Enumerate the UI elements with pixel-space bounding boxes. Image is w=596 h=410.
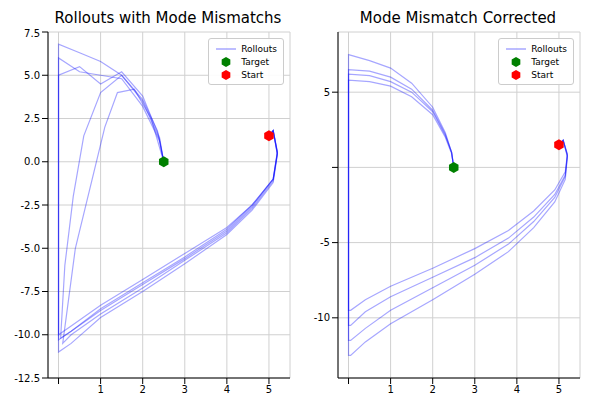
svg-text:5: 5 <box>266 384 272 395</box>
svg-text:2.5: 2.5 <box>24 113 40 124</box>
svg-text:1: 1 <box>387 384 393 395</box>
html-text:Start: Start <box>241 69 264 80</box>
svg-text:3: 3 <box>182 384 188 395</box>
svg-text:2: 2 <box>430 384 436 395</box>
html-text:Start: Start <box>531 69 554 80</box>
svg-text:-2.5: -2.5 <box>20 200 40 211</box>
svg-text:-5: -5 <box>320 237 330 248</box>
svg-text:1: 1 <box>97 384 103 395</box>
html-text:Target: Target <box>241 56 269 67</box>
html-text:Rollouts: Rollouts <box>241 43 277 54</box>
svg-text:-7.5: -7.5 <box>20 286 40 297</box>
svg-text:7.5: 7.5 <box>24 28 40 39</box>
svg-text:4: 4 <box>514 384 520 395</box>
html-text:Rollouts with Mode Mismatchs: Rollouts with Mode Mismatchs <box>54 9 282 27</box>
svg-text:5: 5 <box>324 87 330 98</box>
html-text:Mode Mismatch Corrected: Mode Mismatch Corrected <box>359 9 557 27</box>
svg-text:3: 3 <box>472 384 478 395</box>
html-text:Target: Target <box>531 56 559 67</box>
svg-text:5.0: 5.0 <box>24 70 40 81</box>
svg-text:4: 4 <box>224 384 230 395</box>
svg-text:5: 5 <box>556 384 562 395</box>
svg-text:-10.0: -10.0 <box>14 329 40 340</box>
svg-text:2: 2 <box>140 384 146 395</box>
svg-text:-5.0: -5.0 <box>20 243 40 254</box>
svg-text:0.0: 0.0 <box>24 156 40 167</box>
html-text:Rollouts: Rollouts <box>531 43 567 54</box>
svg-text:-12.5: -12.5 <box>14 373 40 384</box>
svg-text:-10: -10 <box>314 312 330 323</box>
